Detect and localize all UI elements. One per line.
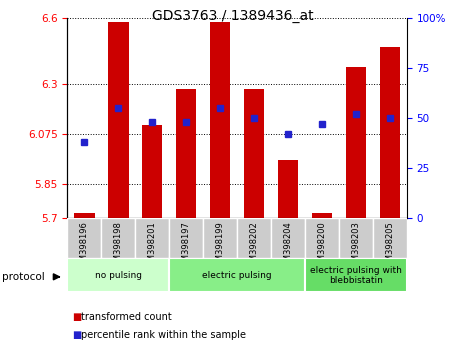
Bar: [135, 18, 169, 218]
Bar: [305, 218, 339, 258]
Text: ■: ■: [72, 312, 81, 322]
Bar: [203, 18, 237, 218]
Bar: [237, 18, 271, 218]
Bar: [373, 218, 407, 258]
Text: no pulsing: no pulsing: [95, 271, 142, 280]
Bar: [373, 18, 407, 218]
Bar: [271, 18, 305, 218]
Text: GSM398205: GSM398205: [385, 221, 394, 272]
Text: GSM398203: GSM398203: [352, 221, 360, 272]
Bar: [237, 218, 271, 258]
Text: GSM398201: GSM398201: [148, 221, 157, 272]
Text: transformed count: transformed count: [81, 312, 172, 322]
Bar: [67, 18, 101, 218]
Bar: [339, 218, 373, 258]
Bar: [176, 89, 196, 218]
Bar: [339, 18, 373, 218]
Bar: [271, 218, 305, 258]
Bar: [278, 160, 298, 218]
Text: electric pulsing with
blebbistatin: electric pulsing with blebbistatin: [310, 266, 402, 285]
Bar: [169, 258, 305, 292]
Bar: [74, 213, 94, 218]
Bar: [101, 218, 135, 258]
Bar: [203, 218, 237, 258]
Bar: [305, 258, 407, 292]
Bar: [142, 125, 162, 218]
Text: GDS3763 / 1389436_at: GDS3763 / 1389436_at: [152, 9, 313, 23]
Bar: [312, 213, 332, 218]
Bar: [135, 218, 169, 258]
Bar: [108, 22, 128, 218]
Text: GSM398197: GSM398197: [182, 221, 191, 272]
Text: electric pulsing: electric pulsing: [202, 271, 272, 280]
Text: GSM398196: GSM398196: [80, 221, 89, 272]
Text: GSM398199: GSM398199: [216, 221, 225, 272]
Text: GSM398200: GSM398200: [318, 221, 326, 272]
Text: ■: ■: [72, 330, 81, 339]
Text: GSM398198: GSM398198: [114, 221, 123, 272]
Bar: [244, 89, 264, 218]
Text: GSM398204: GSM398204: [284, 221, 292, 272]
Bar: [67, 218, 101, 258]
Bar: [169, 218, 203, 258]
Text: protocol: protocol: [2, 272, 45, 282]
Bar: [210, 22, 230, 218]
Bar: [67, 258, 169, 292]
Bar: [305, 18, 339, 218]
Bar: [346, 67, 366, 218]
Bar: [169, 18, 203, 218]
Text: percentile rank within the sample: percentile rank within the sample: [81, 330, 246, 339]
Bar: [380, 47, 400, 218]
Bar: [101, 18, 135, 218]
Text: GSM398202: GSM398202: [250, 221, 259, 272]
